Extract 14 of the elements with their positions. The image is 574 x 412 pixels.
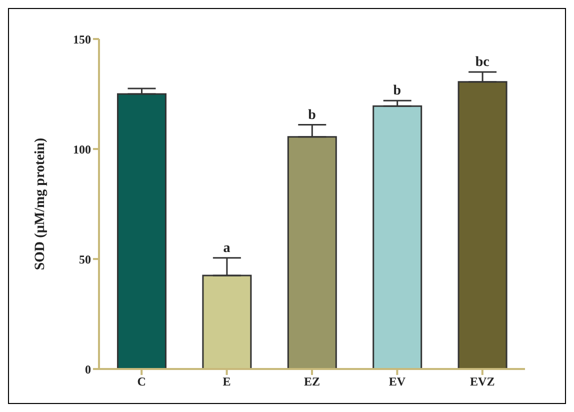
x-tick-label: EVZ <box>470 374 495 389</box>
y-axis-title: SOD (µM/mg protein) <box>32 138 48 270</box>
x-tick-label: C <box>137 374 146 389</box>
annotation: bc <box>475 55 490 70</box>
annotation: b <box>308 108 316 123</box>
y-tick-label: 0 <box>85 362 91 376</box>
annotation: a <box>223 240 230 256</box>
y-tick-label: 150 <box>73 32 91 46</box>
y-tick-label: 100 <box>73 142 91 156</box>
x-tick-label: EZ <box>304 374 320 389</box>
x-tick-label: E <box>222 374 231 389</box>
x-tick-label: EV <box>388 374 406 389</box>
annotation: b <box>393 84 402 99</box>
y-tick-label: 50 <box>79 252 91 266</box>
